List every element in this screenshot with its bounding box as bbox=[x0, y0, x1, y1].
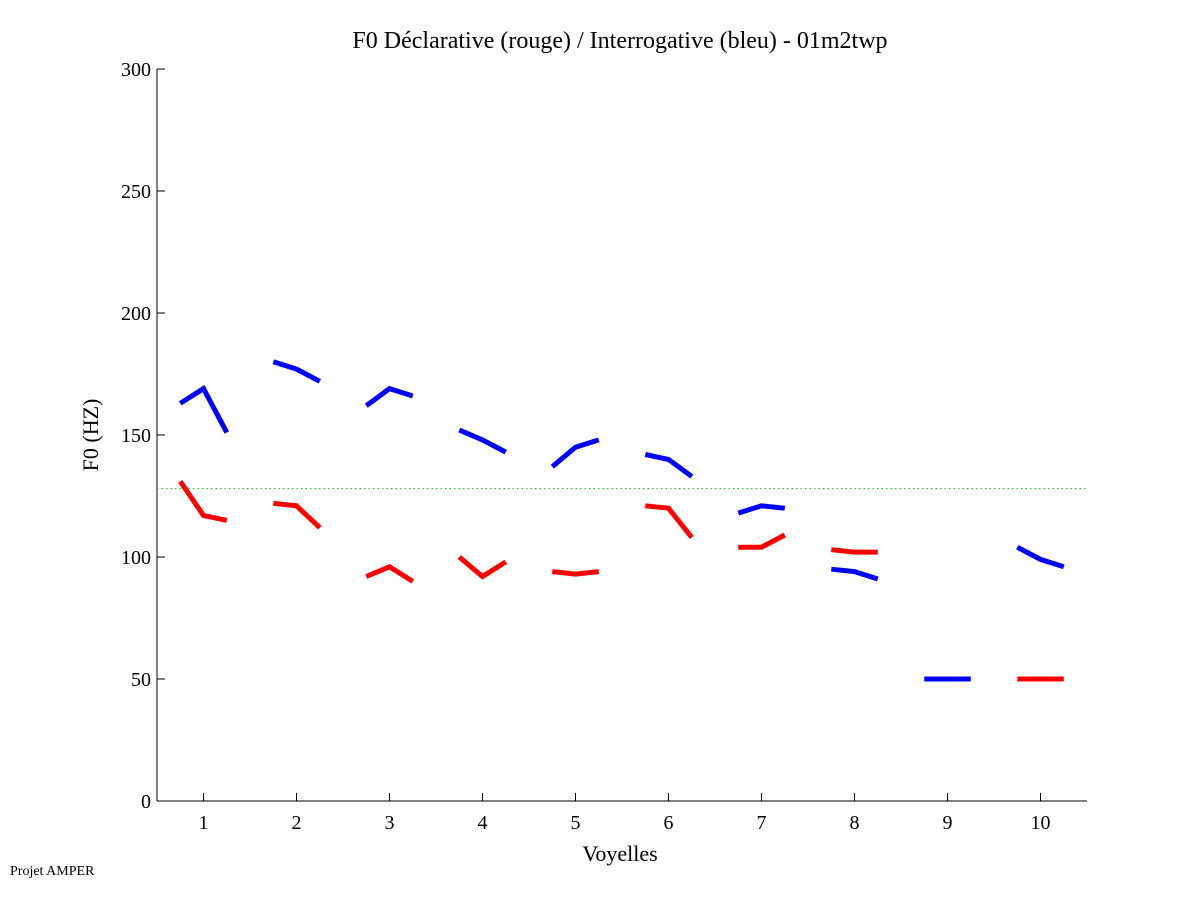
x-tick-label: 6 bbox=[664, 812, 674, 834]
x-tick-label: 3 bbox=[385, 812, 395, 834]
series-segment-red-6 bbox=[645, 503, 694, 540]
y-tick-label: 100 bbox=[121, 547, 151, 569]
x-tick-label: 5 bbox=[571, 812, 581, 834]
series-segment-blue-6 bbox=[644, 452, 694, 479]
x-tick-label: 10 bbox=[1031, 812, 1051, 834]
series-segment-blue-5 bbox=[550, 437, 600, 469]
y-axis-label: F0 (HZ) bbox=[78, 399, 103, 472]
x-tick-label: 7 bbox=[757, 812, 767, 834]
x-tick-label: 8 bbox=[850, 812, 860, 834]
y-tick-label: 150 bbox=[121, 425, 151, 447]
y-tick-label: 0 bbox=[141, 791, 151, 813]
series-segment-blue-8 bbox=[831, 566, 879, 582]
series-segment-blue-4 bbox=[458, 427, 507, 455]
series-segment-blue-10 bbox=[1016, 544, 1065, 570]
series-segment-blue-7 bbox=[737, 503, 786, 516]
data-marks bbox=[157, 359, 1087, 682]
x-tick-label: 9 bbox=[943, 812, 953, 834]
series-segment-red-1 bbox=[178, 479, 228, 523]
y-tick-label: 250 bbox=[121, 181, 151, 203]
x-tick-label: 1 bbox=[199, 812, 209, 834]
x-tick-label: 4 bbox=[478, 812, 488, 834]
y-tick-label: 300 bbox=[121, 59, 151, 81]
x-tick-label: 2 bbox=[292, 812, 302, 834]
y-tick-label: 50 bbox=[131, 669, 151, 691]
chart-title: F0 Déclarative (rouge) / Interrogative (… bbox=[352, 28, 887, 54]
y-tick-label: 200 bbox=[121, 303, 151, 325]
series-segment-blue-3 bbox=[364, 385, 414, 408]
x-axis-label: Voyelles bbox=[582, 841, 657, 866]
axes: 0 50 100 150 200 250 300 1 2 3 4 5 6 7 8 9 10 bbox=[121, 59, 1087, 834]
series-segment-blue-1 bbox=[178, 385, 230, 434]
series-segment-blue-2 bbox=[272, 359, 321, 384]
series-segment-red-5 bbox=[552, 569, 600, 577]
series-segment-red-4 bbox=[457, 555, 508, 580]
footer-credit: Projet AMPER bbox=[10, 864, 95, 879]
series-segment-red-2 bbox=[273, 500, 322, 530]
series-segment-red-8 bbox=[831, 547, 878, 555]
series-segment-red-3 bbox=[365, 563, 415, 584]
series-segment-red-7 bbox=[738, 532, 786, 550]
